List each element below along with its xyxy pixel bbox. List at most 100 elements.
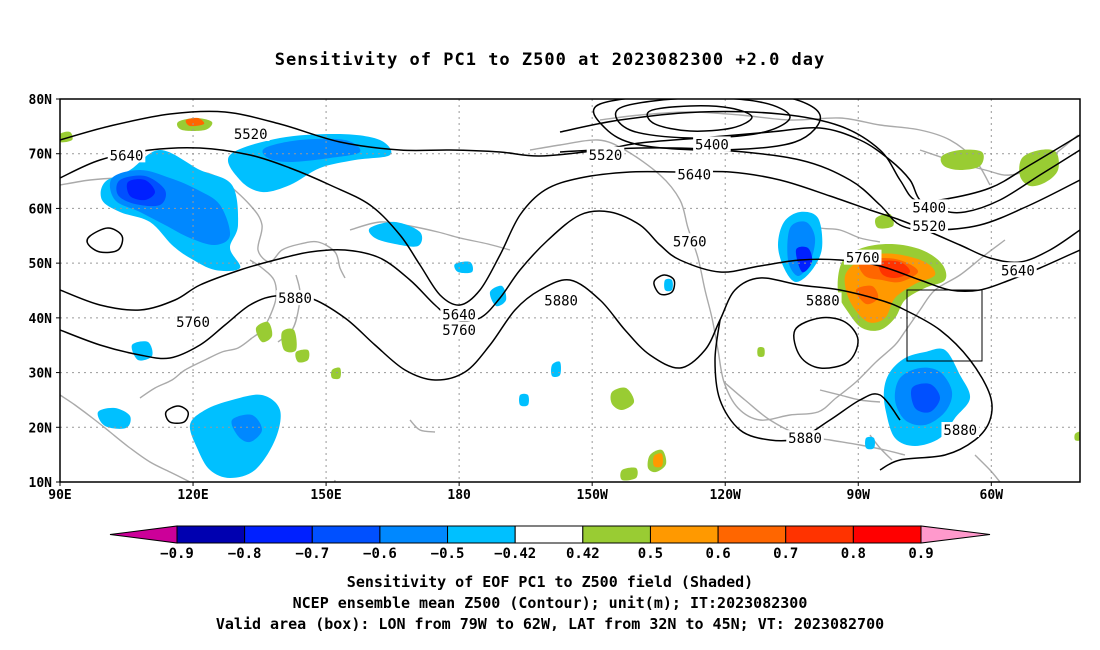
contour-label: 5880 — [943, 423, 977, 439]
contour-label-bg — [675, 166, 713, 182]
z500-contour-line — [60, 277, 993, 471]
contour-label-bg — [174, 314, 212, 330]
contour-label: 5880 — [788, 431, 822, 447]
colorbar-swatch — [785, 525, 854, 544]
contour-label-bg — [542, 292, 580, 308]
colorbar-tick-label: −0.7 — [295, 546, 329, 562]
contour-label-bg — [910, 199, 949, 215]
colorbar-tick-label: 0.42 — [566, 546, 600, 562]
colorbar-swatch — [852, 525, 922, 544]
contour-label: 5760 — [442, 323, 476, 339]
contour-label-bg — [231, 126, 270, 142]
lon-label: 90W — [847, 488, 871, 503]
contour-label: 5640 — [110, 148, 144, 164]
colorbar-swatch — [582, 525, 651, 544]
z500-contour-line — [559, 147, 1080, 231]
contour-label: 5760 — [176, 315, 210, 331]
gridlines — [60, 99, 1080, 482]
lon-label: 150E — [310, 488, 341, 503]
chart-title: Sensitivity of PC1 to Z500 at 2023082300… — [274, 50, 826, 70]
lat-label: 30N — [29, 367, 53, 382]
lat-label: 20N — [29, 421, 53, 436]
lon-label: 120E — [177, 488, 208, 503]
colorbar-tick-label: −0.9 — [160, 546, 194, 562]
lat-label: 80N — [29, 93, 53, 108]
z500-contour-line — [646, 105, 753, 132]
lon-label: 120W — [710, 488, 741, 503]
lon-label: 90E — [48, 488, 71, 503]
lon-label: 150W — [577, 488, 608, 503]
colorbar-swatch — [447, 525, 516, 544]
lon-label: 180 — [447, 488, 471, 503]
colorbar-swatch — [514, 525, 584, 544]
contour-label-bg — [843, 249, 882, 265]
z500-contour-line — [714, 319, 901, 442]
contour-label: 5520 — [589, 148, 623, 164]
contour-label: 5760 — [846, 251, 880, 267]
contour-label-bg — [803, 292, 842, 308]
colorbar-tick-label: 0.8 — [841, 546, 866, 562]
caption-line-2: NCEP ensemble mean Z500 (Contour); unit(… — [292, 594, 808, 612]
contour-label: 5880 — [544, 293, 578, 309]
colorbar-swatch — [244, 525, 313, 544]
colorbar: −0.9 −0.8 −0.7 −0.6 −0.5 −0.42 0.42 0.5 0.6 0.7 0.… — [109, 525, 991, 562]
contour-label-bg — [670, 233, 709, 249]
z500-contour-line — [592, 99, 822, 151]
lat-label: 10N — [29, 476, 53, 491]
colorbar-swatch — [311, 525, 381, 544]
colorbar-tick-label: −0.8 — [228, 546, 262, 562]
colorbar-swatch — [717, 525, 787, 544]
colorbar-tick-label: −0.5 — [431, 546, 465, 562]
contour-label-bg — [910, 217, 949, 233]
contour-label: 5640 — [1001, 263, 1035, 279]
contour-label-bg — [999, 262, 1037, 278]
z500-contour-line — [86, 227, 124, 254]
lat-label: 70N — [29, 148, 53, 163]
valid-area-box — [906, 289, 983, 362]
contour-label-bg — [786, 430, 824, 446]
lat-label: 60N — [29, 202, 53, 217]
z500-contour-line — [559, 110, 1080, 203]
z500-contour-line — [164, 405, 189, 425]
contour-label: 5760 — [673, 234, 707, 250]
map-frame — [59, 98, 1081, 483]
contour-label: 5520 — [234, 127, 268, 143]
colorbar-tick-label: 0.9 — [908, 546, 933, 562]
contour-label-bg — [586, 146, 625, 162]
colorbar-over-triangle — [920, 525, 991, 544]
contour-label-bg — [440, 306, 478, 322]
caption-line-1: Sensitivity of EOF PC1 to Z500 field (Sh… — [346, 573, 754, 591]
contour-label: 5880 — [278, 291, 312, 307]
colorbar-tick-label: −0.42 — [494, 546, 536, 562]
colorbar-swatch — [379, 525, 449, 544]
contour-label-bg — [440, 321, 478, 337]
contour-label: 5400 — [912, 200, 946, 216]
z500-contour-line — [60, 146, 1080, 306]
z500-contour-line — [60, 210, 1080, 323]
caption-block: Sensitivity of EOF PC1 to Z500 field (Sh… — [0, 572, 1100, 635]
colorbar-tick-label: −0.6 — [363, 546, 397, 562]
colorbar-swatch — [176, 525, 246, 544]
colorbar-tick-label: 0.5 — [638, 546, 663, 562]
contour-label-bg — [693, 136, 731, 152]
colorbar-under-triangle — [109, 525, 178, 544]
contour-label: 5520 — [912, 219, 946, 235]
colorbar-swatch — [649, 525, 719, 544]
lat-label: 40N — [29, 312, 53, 327]
contour-label: 5640 — [677, 168, 711, 184]
contour-label: 5400 — [695, 137, 729, 153]
z500-contour-line — [653, 274, 676, 296]
lon-label: 60W — [980, 488, 1004, 503]
colorbar-tick-label: 0.7 — [773, 546, 798, 562]
contour-labels: 5520564054005520564054005520564057605760… — [107, 126, 1037, 447]
contour-label: 5640 — [442, 308, 476, 324]
contour-label: 5880 — [806, 293, 840, 309]
contour-label-bg — [107, 147, 146, 163]
caption-line-3: Valid area (box): LON from 79W to 62W, L… — [215, 615, 885, 633]
lat-label: 50N — [29, 257, 53, 272]
z500-contour-line — [614, 99, 791, 139]
colorbar-tick-label: 0.6 — [705, 546, 730, 562]
sensitivity-shading — [60, 117, 1080, 481]
